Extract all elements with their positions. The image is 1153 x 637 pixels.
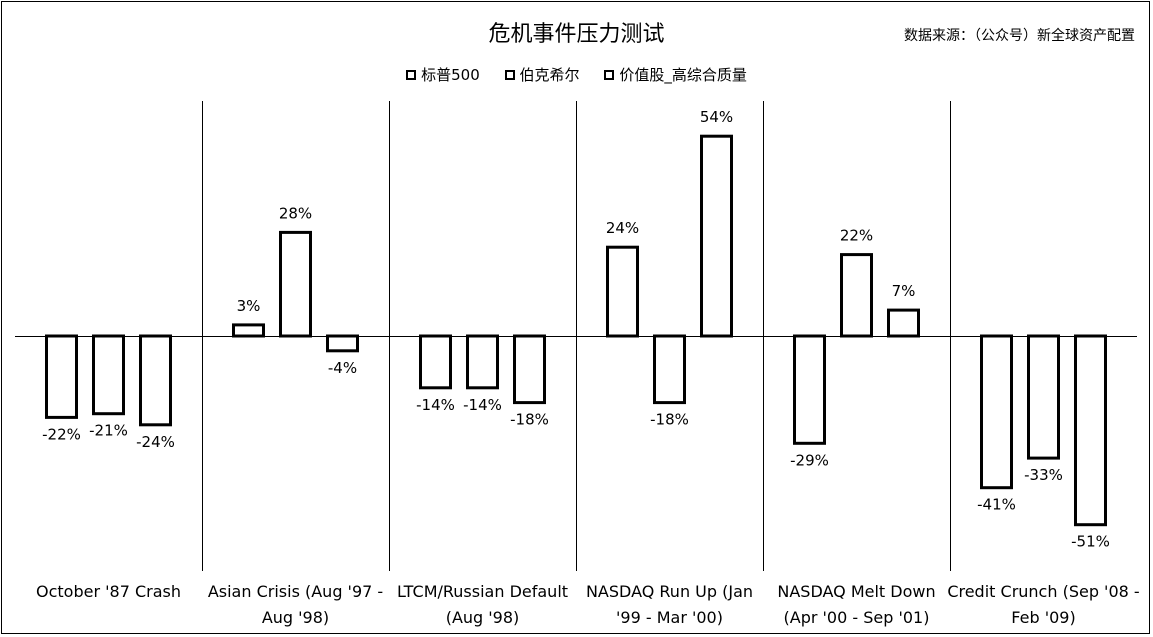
bar xyxy=(92,334,125,416)
category-label: Aug '98) xyxy=(262,608,329,627)
legend-swatch-sp500 xyxy=(406,69,417,80)
legend: 标普500 伯克希尔 价值股_高综合质量 xyxy=(0,64,1153,85)
bar xyxy=(700,134,733,338)
data-label: 28% xyxy=(279,204,312,222)
data-source-note: 数据来源：（公众号）新全球资产配置 xyxy=(904,28,1135,44)
data-label: -4% xyxy=(328,359,357,377)
data-label: 22% xyxy=(840,227,873,245)
data-label: -51% xyxy=(1071,533,1110,551)
data-label: -14% xyxy=(416,396,455,414)
legend-item-sp500: 标普500 xyxy=(406,64,480,85)
category-label: Feb '09) xyxy=(1011,608,1075,627)
data-label: 7% xyxy=(892,282,916,300)
category-label: (Aug '98) xyxy=(446,608,520,627)
category-label: Credit Crunch (Sep '08 - xyxy=(947,582,1139,601)
category-label: NASDAQ Melt Down xyxy=(777,582,935,601)
data-label: 3% xyxy=(237,297,261,315)
data-label: -33% xyxy=(1024,466,1063,484)
bar xyxy=(840,253,873,338)
bar xyxy=(793,334,826,445)
bar xyxy=(606,245,639,338)
bar xyxy=(45,334,78,419)
data-label: -29% xyxy=(790,451,829,469)
bar xyxy=(887,308,920,338)
bar xyxy=(419,334,452,390)
data-label: -41% xyxy=(977,496,1016,514)
legend-swatch-value-quality xyxy=(604,69,615,80)
bar xyxy=(1074,334,1107,527)
legend-swatch-berkshire xyxy=(504,69,515,80)
bar xyxy=(232,323,265,338)
data-label: -18% xyxy=(650,411,689,429)
bar xyxy=(279,230,312,338)
bar xyxy=(1027,334,1060,460)
category-label: Asian Crisis (Aug '97 - xyxy=(208,582,383,601)
category-label: LTCM/Russian Default xyxy=(397,582,568,601)
bar xyxy=(326,334,359,353)
legend-label-value-quality: 价值股_高综合质量 xyxy=(619,66,747,84)
bar xyxy=(980,334,1013,490)
bar xyxy=(466,334,499,390)
data-label: 24% xyxy=(606,219,639,237)
data-label: -22% xyxy=(42,425,81,443)
data-label: 54% xyxy=(700,108,733,126)
bar xyxy=(139,334,172,427)
legend-label-berkshire: 伯克希尔 xyxy=(519,66,580,84)
legend-label-sp500: 标普500 xyxy=(421,66,480,84)
bar xyxy=(513,334,546,405)
data-label: -21% xyxy=(89,422,128,440)
data-label: -18% xyxy=(510,411,549,429)
data-label: -14% xyxy=(463,396,502,414)
legend-item-berkshire: 伯克希尔 xyxy=(504,64,580,85)
category-label: '99 - Mar '00) xyxy=(616,608,723,627)
category-label: October '87 Crash xyxy=(36,582,181,601)
legend-item-value-quality: 价值股_高综合质量 xyxy=(604,64,747,85)
chart-title: 危机事件压力测试 xyxy=(488,22,665,47)
category-label: (Apr '00 - Sep '01) xyxy=(784,608,930,627)
bar xyxy=(653,334,686,405)
category-label: NASDAQ Run Up (Jan xyxy=(586,582,753,601)
data-label: -24% xyxy=(136,433,175,451)
